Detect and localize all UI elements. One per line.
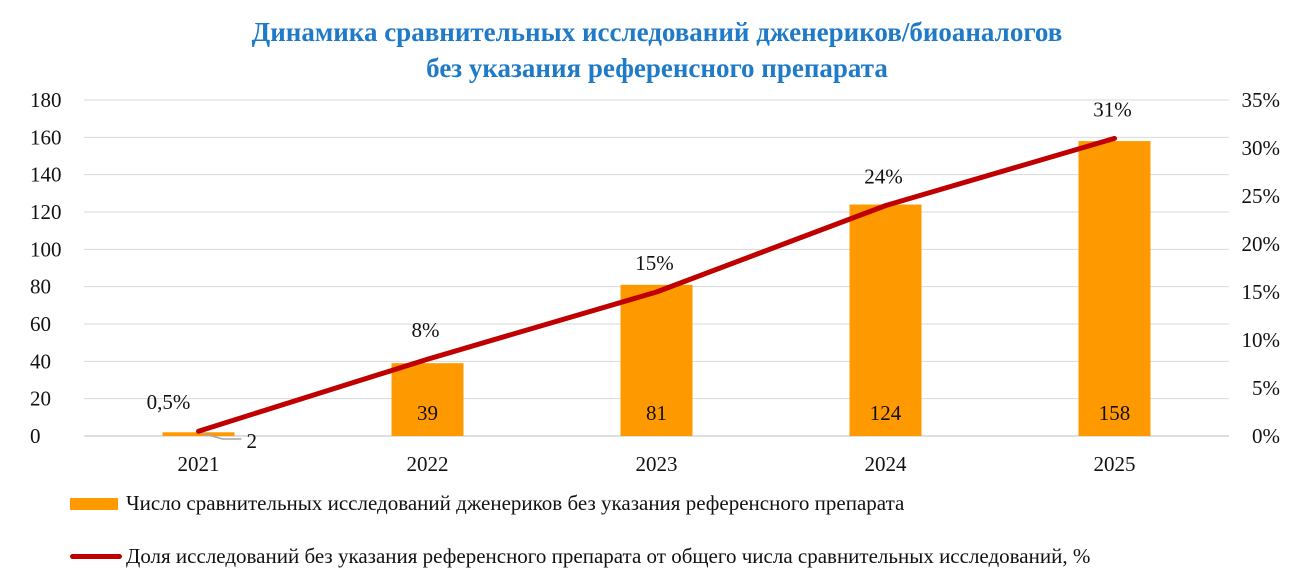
chart-title-line2: без указания референсного препарата (426, 53, 888, 83)
legend-label-line: Доля исследований без указания референсн… (126, 544, 1091, 568)
x-tick-label: 2024 (865, 452, 908, 476)
y-left-tick-label: 160 (30, 125, 62, 149)
y-right-tick-label: 35% (1242, 88, 1281, 112)
legend-item-line: Доля исследований без указания референсн… (70, 544, 1090, 569)
y-right-tick-label: 0% (1252, 424, 1280, 448)
x-tick-label: 2023 (636, 452, 678, 476)
line-data-label: 24% (864, 165, 903, 189)
y-left-tick-label: 20 (30, 387, 51, 411)
bar (1078, 141, 1151, 437)
legend-label-bars: Число сравнительных исследований дженери… (126, 491, 905, 515)
bar-data-label: 2 (247, 429, 258, 453)
bar-data-label: 81 (646, 401, 667, 425)
y-right-tick-label: 30% (1242, 136, 1281, 160)
bar (620, 284, 693, 436)
y-left-tick-label: 0 (30, 424, 41, 448)
y-right-tick-label: 15% (1242, 280, 1281, 304)
x-tick-label: 2022 (407, 452, 449, 476)
y-left-tick-label: 120 (30, 200, 62, 224)
line-data-label: 0,5% (147, 390, 191, 414)
y-left-tick-label: 100 (30, 237, 62, 261)
line-data-label: 31% (1093, 97, 1132, 121)
bar-label-leader (198, 431, 242, 440)
line-series (196, 135, 1117, 434)
x-tick-label: 2025 (1094, 452, 1136, 476)
chart-title-line1: Динамика сравнительных исследований джен… (251, 17, 1063, 47)
y-left-tick-label: 60 (30, 312, 51, 336)
legend-swatch-line (70, 554, 122, 559)
bar-data-label: 158 (1099, 401, 1131, 425)
line-data-label: 15% (635, 251, 674, 275)
bar-data-label: 39 (417, 401, 438, 425)
y-left-tick-label: 180 (30, 88, 62, 112)
legend-item-bars: Число сравнительных исследований дженери… (70, 491, 904, 516)
legend-swatch-bar (70, 497, 118, 510)
bar-data-label: 124 (870, 401, 902, 425)
x-tick-label: 2021 (178, 452, 220, 476)
y-right-tick-label: 10% (1242, 328, 1281, 352)
bar (162, 432, 235, 436)
y-left-tick-label: 40 (30, 349, 51, 373)
y-right-tick-label: 20% (1242, 232, 1281, 256)
y-right-tick-label: 5% (1252, 376, 1280, 400)
y-left-tick-label: 140 (30, 163, 62, 187)
bar (849, 204, 922, 436)
y-left-tick-label: 80 (30, 275, 51, 299)
line-data-label: 8% (412, 318, 440, 342)
bar (391, 363, 464, 436)
y-right-tick-label: 25% (1242, 184, 1281, 208)
